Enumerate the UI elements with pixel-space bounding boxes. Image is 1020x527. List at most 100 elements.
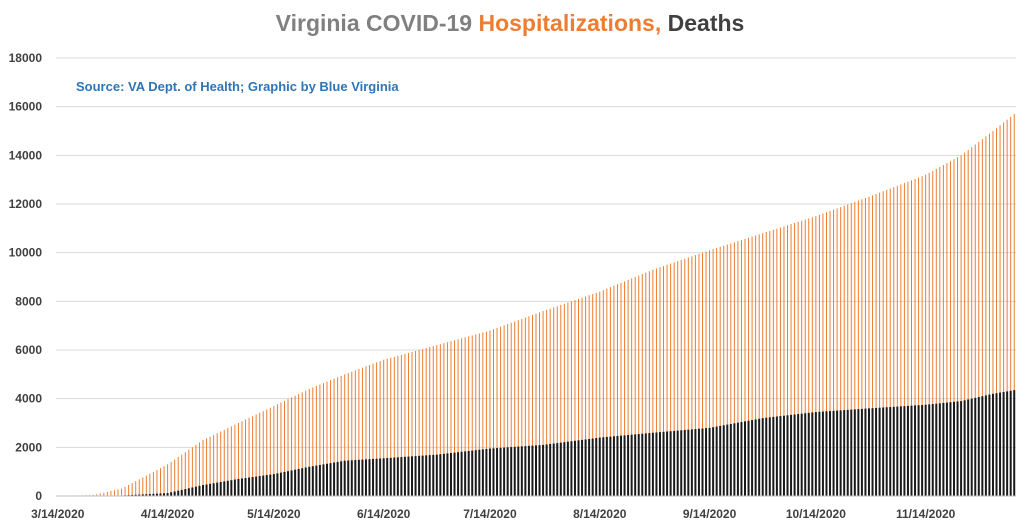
bar-deaths-226 xyxy=(857,409,860,496)
bar-hospitalizations-63 xyxy=(280,402,282,496)
bar-hospitalizations-241 xyxy=(910,180,912,496)
bar-deaths-99 xyxy=(407,456,410,496)
bar-hospitalizations-59 xyxy=(266,409,268,496)
bar-hospitalizations-220 xyxy=(836,208,838,496)
bar-deaths-45 xyxy=(216,482,219,496)
bar-deaths-145 xyxy=(570,441,573,496)
bar-hospitalizations-212 xyxy=(808,218,810,496)
bar-deaths-85 xyxy=(357,459,360,496)
bar-deaths-191 xyxy=(733,423,736,496)
bar-deaths-248 xyxy=(935,403,938,496)
bar-hospitalizations-48 xyxy=(227,428,229,496)
bar-hospitalizations-142 xyxy=(560,304,562,496)
bar-hospitalizations-106 xyxy=(432,346,434,496)
bar-deaths-174 xyxy=(673,430,676,496)
bar-deaths-135 xyxy=(535,445,537,496)
bar-hospitalizations-225 xyxy=(854,201,856,496)
y-tick-label-18000: 18000 xyxy=(9,51,43,65)
bar-hospitalizations-79 xyxy=(337,377,339,496)
bar-deaths-139 xyxy=(549,443,552,496)
bar-hospitalizations-252 xyxy=(949,161,951,496)
bar-deaths-151 xyxy=(591,438,594,496)
bar-hospitalizations-128 xyxy=(510,322,512,496)
bar-deaths-133 xyxy=(527,445,530,496)
bar-hospitalizations-172 xyxy=(666,264,668,496)
bar-hospitalizations-231 xyxy=(875,193,877,496)
bar-deaths-171 xyxy=(662,431,665,496)
bar-deaths-167 xyxy=(648,433,651,496)
bar-hospitalizations-242 xyxy=(914,178,916,496)
y-tick-label-0: 0 xyxy=(35,489,42,503)
bar-hospitalizations-189 xyxy=(726,244,728,496)
bar-deaths-69 xyxy=(301,468,304,496)
bar-deaths-74 xyxy=(318,464,321,496)
bar-hospitalizations-24 xyxy=(142,477,144,496)
bar-deaths-160 xyxy=(623,435,626,496)
bar-hospitalizations-91 xyxy=(379,361,381,496)
bar-hospitalizations-30 xyxy=(163,466,165,496)
bar-hospitalizations-123 xyxy=(492,329,494,496)
bar-deaths-119 xyxy=(478,449,481,496)
bar-deaths-82 xyxy=(347,460,350,496)
bar-hospitalizations-261 xyxy=(981,139,983,496)
bar-deaths-215 xyxy=(818,411,821,496)
bar-deaths-125 xyxy=(499,447,502,496)
bar-hospitalizations-206 xyxy=(787,225,789,497)
bar-deaths-79 xyxy=(336,461,339,496)
bar-hospitalizations-22 xyxy=(135,481,137,496)
x-tick-label-6: 9/14/2020 xyxy=(683,507,737,521)
bar-deaths-172 xyxy=(666,431,669,496)
bar-deaths-163 xyxy=(634,434,637,496)
bar-hospitalizations-159 xyxy=(620,282,622,496)
bar-hospitalizations-140 xyxy=(553,307,555,496)
bar-hospitalizations-82 xyxy=(347,373,349,496)
bar-deaths-225 xyxy=(853,409,856,496)
bar-deaths-101 xyxy=(414,456,417,496)
bar-deaths-57 xyxy=(258,476,261,496)
bar-deaths-112 xyxy=(453,452,456,496)
bar-hospitalizations-135 xyxy=(535,313,537,496)
bar-deaths-199 xyxy=(761,418,764,496)
bar-hospitalizations-74 xyxy=(319,384,321,496)
bar-hospitalizations-196 xyxy=(751,236,753,496)
bar-deaths-197 xyxy=(754,419,757,496)
bar-deaths-219 xyxy=(832,410,835,496)
bar-deaths-170 xyxy=(658,432,661,496)
bar-deaths-168 xyxy=(651,432,654,496)
bar-hospitalizations-263 xyxy=(988,133,990,496)
bar-hospitalizations-155 xyxy=(606,288,608,496)
bar-hospitalizations-185 xyxy=(712,249,714,496)
bar-hospitalizations-199 xyxy=(762,233,764,496)
bar-deaths-149 xyxy=(584,439,587,496)
bar-deaths-83 xyxy=(350,460,353,496)
bar-deaths-97 xyxy=(400,457,403,496)
bar-hospitalizations-236 xyxy=(893,187,895,496)
bar-hospitalizations-160 xyxy=(624,281,626,496)
bar-deaths-257 xyxy=(967,399,970,496)
bar-deaths-76 xyxy=(325,463,328,496)
bar-deaths-49 xyxy=(230,480,233,496)
bar-hospitalizations-268 xyxy=(1006,119,1008,497)
bar-hospitalizations-262 xyxy=(985,136,987,496)
bar-hospitalizations-223 xyxy=(847,204,849,496)
chart-title-part2: Hospitalizations, xyxy=(478,10,668,36)
bar-hospitalizations-44 xyxy=(213,434,215,496)
bar-hospitalizations-201 xyxy=(769,230,771,496)
bar-deaths-238 xyxy=(899,406,902,496)
bar-deaths-54 xyxy=(248,477,251,496)
bar-hospitalizations-181 xyxy=(698,253,700,496)
bar-deaths-128 xyxy=(510,447,513,496)
bar-deaths-26 xyxy=(148,494,151,496)
bar-deaths-89 xyxy=(372,458,375,496)
bar-hospitalizations-16 xyxy=(113,490,115,496)
bar-hospitalizations-178 xyxy=(687,257,689,496)
bar-deaths-247 xyxy=(931,404,934,496)
bar-hospitalizations-194 xyxy=(744,238,746,496)
bar-hospitalizations-51 xyxy=(237,423,239,496)
bar-deaths-78 xyxy=(333,462,336,496)
bar-deaths-166 xyxy=(644,433,647,496)
bar-hospitalizations-84 xyxy=(354,370,356,496)
bar-deaths-121 xyxy=(485,448,488,496)
bar-deaths-47 xyxy=(223,481,226,496)
bar-hospitalizations-162 xyxy=(631,278,633,496)
